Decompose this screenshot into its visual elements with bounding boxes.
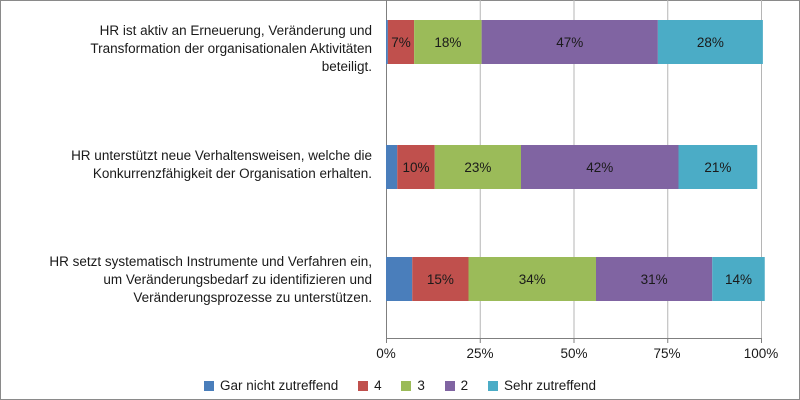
category-label-line: HR unterstützt neue Verhaltensweisen, we… (71, 148, 372, 163)
data-label: 18% (434, 35, 461, 50)
data-label: 21% (704, 160, 731, 175)
bar-segment (434, 145, 521, 189)
category-label-line: Transformation der organisationalen Akti… (90, 41, 372, 56)
category-label-line: HR ist aktiv an Erneuerung, Veränderung … (99, 23, 372, 38)
legend-swatch (204, 380, 214, 391)
category-label: HR unterstützt neue Verhaltensweisen, we… (0, 147, 372, 183)
data-label: 23% (464, 160, 491, 175)
category-label: HR setzt systematisch Instrumente und Ve… (0, 253, 372, 307)
bar-segment (386, 145, 398, 189)
legend-item: 3 (401, 378, 425, 393)
bar-segment (468, 257, 596, 301)
bar-segment (386, 20, 388, 64)
bar-segment (596, 257, 713, 301)
bar-segment (397, 145, 435, 189)
legend: Gar nicht zutreffend 4 3 2 Sehr zutreffe… (0, 378, 800, 394)
data-label: 28% (697, 35, 724, 50)
category-label-line: Konkurrenzfähigkeit der Organisation erh… (92, 166, 372, 181)
x-tick-label: 25% (466, 346, 494, 361)
bar-segment (678, 145, 758, 189)
category-label-line: beteiligt. (321, 59, 372, 74)
bar-segment (521, 145, 679, 189)
x-tick-label: 50% (560, 346, 588, 361)
legend-item: 2 (444, 378, 469, 393)
data-label: 34% (519, 272, 546, 287)
x-tick-label: 75% (653, 346, 681, 361)
category-label-line: HR setzt systematisch Instrumente und Ve… (49, 254, 372, 269)
x-tick-label: 0% (376, 346, 396, 361)
legend-swatch (487, 380, 498, 391)
legend-swatch (444, 380, 455, 391)
bar-segment (481, 20, 658, 64)
data-label: 31% (641, 272, 668, 287)
legend-label: Gar nicht zutreffend (220, 378, 339, 393)
data-label: 7% (391, 35, 411, 50)
data-label: 10% (402, 160, 429, 175)
category-label-line: Veränderungsprozesse zu unterstützen. (133, 290, 372, 305)
bar-segment (712, 257, 765, 301)
bar-segment (412, 257, 469, 301)
x-tick-label: 100% (743, 346, 779, 361)
bar-segment (657, 20, 763, 64)
data-label: 47% (556, 35, 583, 50)
data-label: 14% (725, 272, 752, 287)
legend-item: Gar nicht zutreffend (204, 378, 338, 393)
category-label-line: um Veränderungsbedarf zu identifizieren … (103, 272, 372, 287)
legend-label: 3 (417, 378, 425, 393)
bar-segment (414, 20, 482, 64)
data-label: 42% (586, 160, 613, 175)
bar-segment (387, 20, 415, 64)
legend-swatch (401, 380, 412, 391)
legend-label: 2 (460, 378, 469, 393)
legend-item: Sehr zutreffend (487, 378, 596, 393)
data-label: 15% (427, 272, 454, 287)
legend-item: 4 (358, 378, 382, 393)
bar-segment (386, 257, 413, 301)
category-label: HR ist aktiv an Erneuerung, Veränderung … (0, 22, 372, 76)
legend-swatch (358, 380, 369, 391)
legend-label: 4 (374, 378, 382, 393)
legend-label: Sehr zutreffend (503, 378, 596, 393)
